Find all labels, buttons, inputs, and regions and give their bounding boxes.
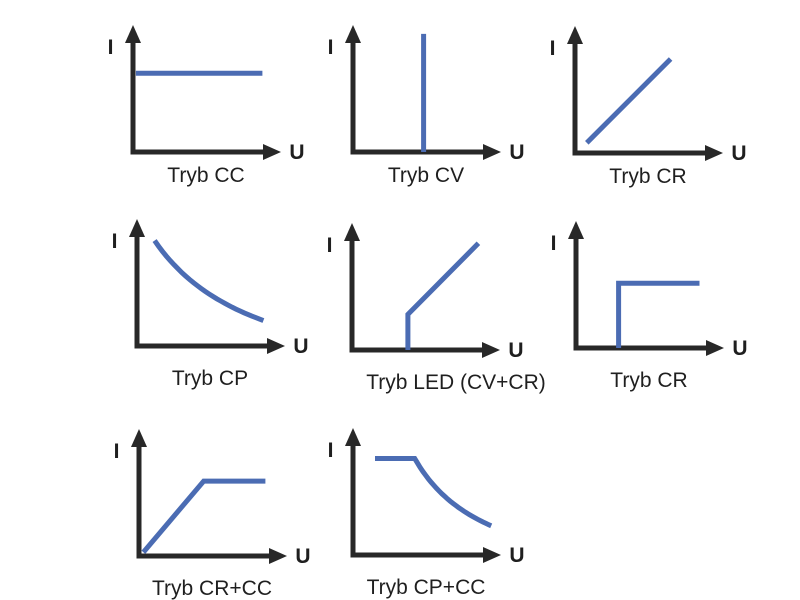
y-axis-label: I: [551, 232, 557, 255]
x-axis-label: U: [509, 544, 524, 567]
x-axis-label: U: [289, 141, 304, 164]
chart-caption: Tryb CP+CC: [366, 576, 486, 599]
iv-plot: IU: [328, 25, 525, 164]
y-axis-arrowhead: [345, 428, 361, 446]
iv-curve: [152, 239, 265, 323]
x-axis-arrowhead: [705, 145, 723, 161]
iv-curve: [375, 456, 493, 529]
chart-caption: Tryb CV: [387, 164, 465, 187]
y-axis-label: I: [328, 439, 334, 462]
y-axis-label: I: [112, 230, 118, 253]
iv-curve: [616, 280, 700, 348]
chart-caption: Tryb CP: [171, 367, 249, 390]
y-axis-arrowhead: [125, 25, 141, 43]
y-axis-arrowhead: [567, 26, 583, 44]
y-axis-arrowhead: [129, 219, 145, 237]
iv-plot: IU: [550, 26, 747, 165]
y-axis-label: I: [328, 36, 334, 59]
x-axis-arrowhead: [483, 547, 501, 563]
x-axis-label: U: [295, 545, 310, 568]
x-axis-arrowhead: [267, 338, 285, 354]
iv-plot: IU: [551, 221, 748, 360]
iv-curve: [141, 478, 266, 554]
x-axis-arrowhead: [263, 144, 281, 160]
y-axis-label: I: [327, 234, 333, 257]
iv-plot: IU: [112, 219, 309, 358]
y-axis-arrowhead: [345, 25, 361, 43]
x-axis-label: U: [731, 142, 746, 165]
iv-plot: IU: [108, 25, 305, 164]
chart-caption: Tryb CR: [609, 165, 687, 188]
x-axis-arrowhead: [269, 548, 287, 564]
x-axis-label: U: [509, 141, 524, 164]
x-axis-arrowhead: [706, 340, 724, 356]
y-axis-label: I: [550, 37, 556, 60]
iv-plot: IU: [114, 429, 311, 568]
iv-curve: [585, 57, 673, 145]
chart-caption: Tryb LED (CV+CR): [366, 371, 546, 394]
y-axis-arrowhead: [131, 429, 147, 447]
chart-caption: Tryb CR+CC: [152, 577, 272, 600]
x-axis-label: U: [293, 335, 308, 358]
chart-caption: Tryb CR: [610, 369, 688, 392]
y-axis-label: I: [114, 440, 120, 463]
x-axis-label: U: [508, 339, 523, 362]
iv-curve: [405, 241, 481, 350]
y-axis-label: I: [108, 36, 114, 59]
x-axis-label: U: [732, 337, 747, 360]
iv-plot: IU: [327, 223, 524, 362]
y-axis-arrowhead: [568, 221, 584, 239]
iv-plot: IU: [328, 428, 525, 567]
chart-caption: Tryb CC: [167, 164, 245, 187]
x-axis-arrowhead: [482, 342, 500, 358]
y-axis-arrowhead: [344, 223, 360, 241]
x-axis-arrowhead: [483, 144, 501, 160]
